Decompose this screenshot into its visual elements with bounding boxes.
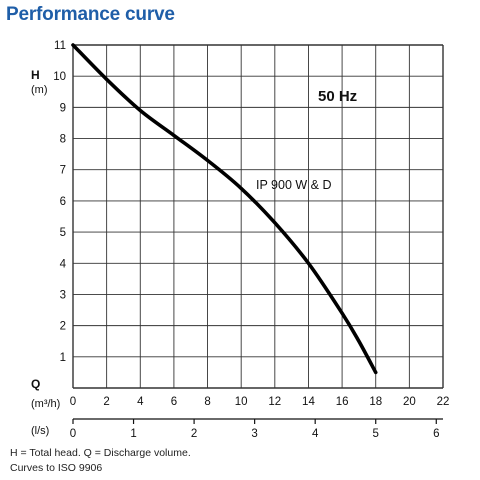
x-axis-unit: (m³/h) bbox=[31, 398, 60, 410]
x-axis-label: Q bbox=[31, 377, 40, 391]
y-axis-label: H bbox=[31, 68, 40, 82]
secondary-x-tick-label: 6 bbox=[433, 428, 439, 440]
secondary-x-tick-label: 3 bbox=[251, 428, 257, 440]
y-tick-label: 3 bbox=[60, 289, 66, 301]
y-tick-label: 8 bbox=[60, 134, 66, 146]
secondary-x-axis: 0 1 2 3 4 5 6 bbox=[70, 418, 443, 440]
secondary-x-tick-label: 4 bbox=[312, 428, 319, 440]
x-tick-label: 10 bbox=[235, 396, 248, 408]
x-tick-label: 6 bbox=[171, 396, 177, 408]
page-title: Performance curve bbox=[6, 4, 175, 25]
x-tick-label: 4 bbox=[137, 396, 144, 408]
y-tick-labels: 1 2 3 4 5 6 7 8 9 10 11 bbox=[53, 40, 66, 364]
chart-grid bbox=[72, 44, 444, 389]
x-tick-label: 22 bbox=[437, 396, 450, 408]
y-tick-label: 6 bbox=[60, 196, 66, 208]
footnote-definitions: H = Total head. Q = Discharge volume. bbox=[10, 447, 191, 459]
x-tick-label: 18 bbox=[369, 396, 382, 408]
x-tick-label: 20 bbox=[403, 396, 416, 408]
y-tick-label: 1 bbox=[60, 352, 66, 364]
series-label: IP 900 W & D bbox=[256, 178, 332, 192]
y-tick-label: 9 bbox=[60, 102, 66, 114]
footnote-standard: Curves to ISO 9906 bbox=[10, 462, 103, 474]
secondary-x-axis-unit: (l/s) bbox=[31, 425, 49, 437]
x-tick-label: 16 bbox=[336, 396, 349, 408]
y-tick-label: 10 bbox=[53, 71, 66, 83]
secondary-x-tick-label: 1 bbox=[130, 428, 136, 440]
x-tick-labels: 0 2 4 6 8 10 12 14 16 18 20 22 bbox=[70, 396, 450, 408]
secondary-x-tick-label: 5 bbox=[373, 428, 379, 440]
secondary-x-tick-label: 0 bbox=[70, 428, 76, 440]
x-tick-label: 2 bbox=[103, 396, 109, 408]
y-tick-label: 2 bbox=[60, 321, 66, 333]
secondary-x-tick-label: 2 bbox=[191, 428, 197, 440]
x-tick-label: 14 bbox=[302, 396, 315, 408]
performance-curve-line bbox=[71, 43, 378, 375]
y-axis-unit: (m) bbox=[31, 84, 48, 96]
y-tick-label: 5 bbox=[60, 227, 66, 239]
y-tick-label: 11 bbox=[54, 40, 66, 52]
y-tick-label: 4 bbox=[60, 258, 67, 270]
x-tick-label: 12 bbox=[268, 396, 281, 408]
x-tick-label: 8 bbox=[204, 396, 210, 408]
y-tick-label: 7 bbox=[60, 165, 66, 177]
x-tick-label: 0 bbox=[70, 396, 76, 408]
frequency-label: 50 Hz bbox=[318, 88, 357, 105]
